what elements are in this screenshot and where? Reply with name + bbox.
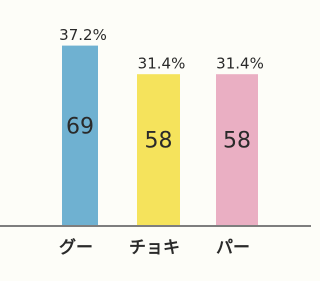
category-label: パー bbox=[216, 238, 250, 258]
percent-label: 31.4% bbox=[216, 55, 264, 73]
category-label: グー bbox=[59, 237, 93, 258]
percent-label: 37.2% bbox=[59, 26, 107, 44]
chart: 69 37.2% グー 58 31.4% チョキ 58 31.4% パー bbox=[0, 0, 311, 281]
bar-value-label: 69 bbox=[66, 114, 94, 139]
category-label: チョキ bbox=[129, 238, 180, 258]
bar-value-label: 58 bbox=[223, 129, 251, 154]
percent-label: 31.4% bbox=[138, 55, 186, 73]
bar-value-label: 58 bbox=[145, 129, 173, 154]
